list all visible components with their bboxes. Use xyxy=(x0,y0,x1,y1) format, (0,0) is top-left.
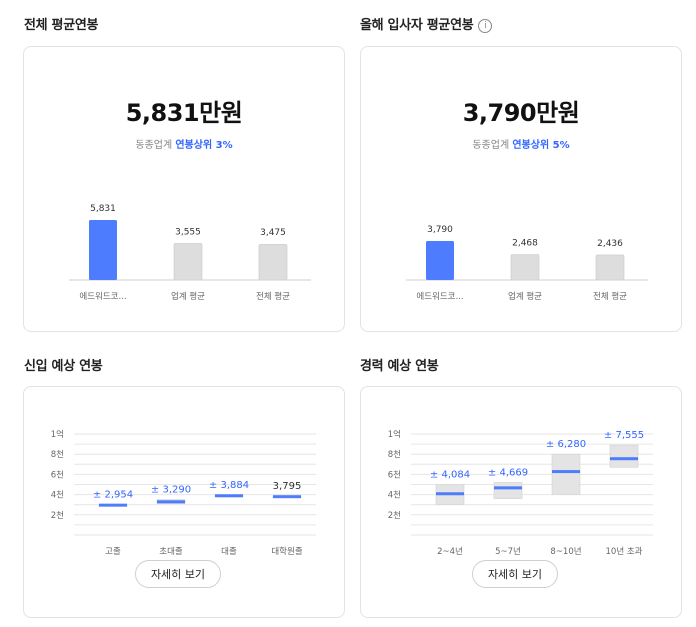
median-marker xyxy=(552,470,580,474)
y-tick-label: 6천 xyxy=(388,469,401,480)
career-salary-title: 경력 예상 연봉 xyxy=(360,359,439,374)
overall-salary-title: 전체 평균연봉 xyxy=(24,18,99,33)
y-tick-label: 8천 xyxy=(388,449,401,460)
bar-category-label: 에드워드코... xyxy=(416,292,463,302)
range-category-label: 8~10년 xyxy=(550,546,581,557)
y-tick-label: 8천 xyxy=(51,449,64,460)
bar xyxy=(426,241,454,280)
newhire-big-value: 3,790만원 xyxy=(462,99,580,127)
bar-value-label: 3,790 xyxy=(427,225,453,235)
overall-salary-card: 5,831만원 동종업계 연봉상위 3% 5,831 에드워드코... 3,555 업… xyxy=(23,46,345,332)
newhire-rank-highlight: 연봉상위 5% xyxy=(512,140,570,151)
bar-value-label: 3,555 xyxy=(175,227,201,237)
range-value-label: ± 2,954 xyxy=(93,490,133,501)
range-category-label: 5~7년 xyxy=(495,546,521,557)
median-marker xyxy=(273,495,301,499)
range-value-label: ± 7,555 xyxy=(604,430,644,441)
y-tick-label: 2천 xyxy=(51,510,64,521)
y-tick-label: 1억 xyxy=(51,429,64,440)
career-salary-card: 1억 8천 6천 4천 2천 ± 4,084 2~4년 ± 4,669 5~7년 ± 6,280 8… xyxy=(360,386,682,618)
range-value-label: ± 6,280 xyxy=(546,439,586,450)
median-marker xyxy=(215,494,243,498)
overall-rank-text: 동종업계 연봉상위 3% xyxy=(24,136,344,151)
newhire-salary-title: 올해 입사자 평균연봉 i xyxy=(360,14,493,33)
overall-bar-chart: 5,831 에드워드코... 3,555 업계 평균 3,475 전체 평균 xyxy=(69,204,311,302)
newhire-salary-title-text: 올해 입사자 평균연봉 xyxy=(360,18,474,33)
y-tick-label: 4천 xyxy=(388,490,401,501)
newhire-bar-chart: 3,790 에드워드코... 2,468 업계 평균 2,436 전체 평균 xyxy=(406,225,648,302)
entry-salary-card: 1억 8천 6천 4천 2천 ± 2,954 고졸 ± 3,290 초대졸 ± 3,884 대졸 3,… xyxy=(23,386,345,618)
info-icon[interactable]: i xyxy=(478,19,493,33)
bar-value-label: 5,831 xyxy=(90,204,116,214)
bar xyxy=(595,254,625,281)
bar xyxy=(89,220,117,280)
newhire-salary-card: 3,790만원 동종업계 연봉상위 5% 3,790 에드워드코... 2,468 업… xyxy=(360,46,682,332)
newhire-rank-text: 동종업계 연봉상위 5% xyxy=(361,136,681,151)
bar-value-label: 2,468 xyxy=(512,239,538,249)
range-category-label: 고졸 xyxy=(105,547,121,557)
median-marker xyxy=(494,486,522,490)
range-value-label: ± 3,884 xyxy=(209,480,249,491)
bar-value-label: 3,475 xyxy=(260,228,286,238)
range-category-label: 초대졸 xyxy=(159,547,183,557)
career-range-chart: 1억 8천 6천 4천 2천 ± 4,084 2~4년 ± 4,669 5~7년 ± 6,280 8… xyxy=(388,429,653,557)
range-category-label: 10년 초과 xyxy=(606,546,643,557)
bar xyxy=(173,243,203,281)
career-detail-button[interactable]: 자세히 보기 xyxy=(472,560,558,588)
newhire-rank-prefix: 동종업계 xyxy=(472,140,510,151)
bar-category-label: 업계 평균 xyxy=(508,291,542,302)
range-value-label: ± 4,084 xyxy=(430,470,470,481)
range-category-label: 대학원졸 xyxy=(271,546,302,557)
range-category-label: 대졸 xyxy=(221,547,237,557)
entry-range-chart: 1억 8천 6천 4천 2천 ± 2,954 고졸 ± 3,290 초대졸 ± 3,884 대졸 3,… xyxy=(51,429,316,557)
overall-rank-prefix: 동종업계 xyxy=(135,140,173,151)
entry-detail-button[interactable]: 자세히 보기 xyxy=(135,560,221,588)
range-value-label: 3,795 xyxy=(273,481,302,492)
entry-salary-title: 신입 예상 연봉 xyxy=(24,359,103,374)
bar xyxy=(258,243,288,281)
y-tick-label: 4천 xyxy=(51,490,64,501)
median-marker xyxy=(99,503,127,507)
bar-category-label: 전체 평균 xyxy=(593,291,627,302)
y-tick-label: 1억 xyxy=(388,429,401,440)
range-box xyxy=(493,482,523,499)
bar-category-label: 에드워드코... xyxy=(79,292,126,302)
median-marker xyxy=(610,457,638,461)
range-box xyxy=(609,444,639,468)
median-marker xyxy=(157,500,185,504)
median-marker xyxy=(436,492,464,496)
range-box xyxy=(551,453,581,495)
range-value-label: ± 4,669 xyxy=(488,467,528,478)
overall-rank-highlight: 연봉상위 3% xyxy=(175,140,233,151)
y-tick-label: 6천 xyxy=(51,469,64,480)
overall-big-value: 5,831만원 xyxy=(125,99,243,127)
range-value-label: ± 3,290 xyxy=(151,485,191,496)
bar xyxy=(510,254,540,281)
y-tick-label: 2천 xyxy=(388,510,401,521)
range-category-label: 2~4년 xyxy=(437,546,463,557)
bar-category-label: 업계 평균 xyxy=(171,291,205,302)
bar-category-label: 전체 평균 xyxy=(256,291,290,302)
bar-value-label: 2,436 xyxy=(597,239,623,249)
